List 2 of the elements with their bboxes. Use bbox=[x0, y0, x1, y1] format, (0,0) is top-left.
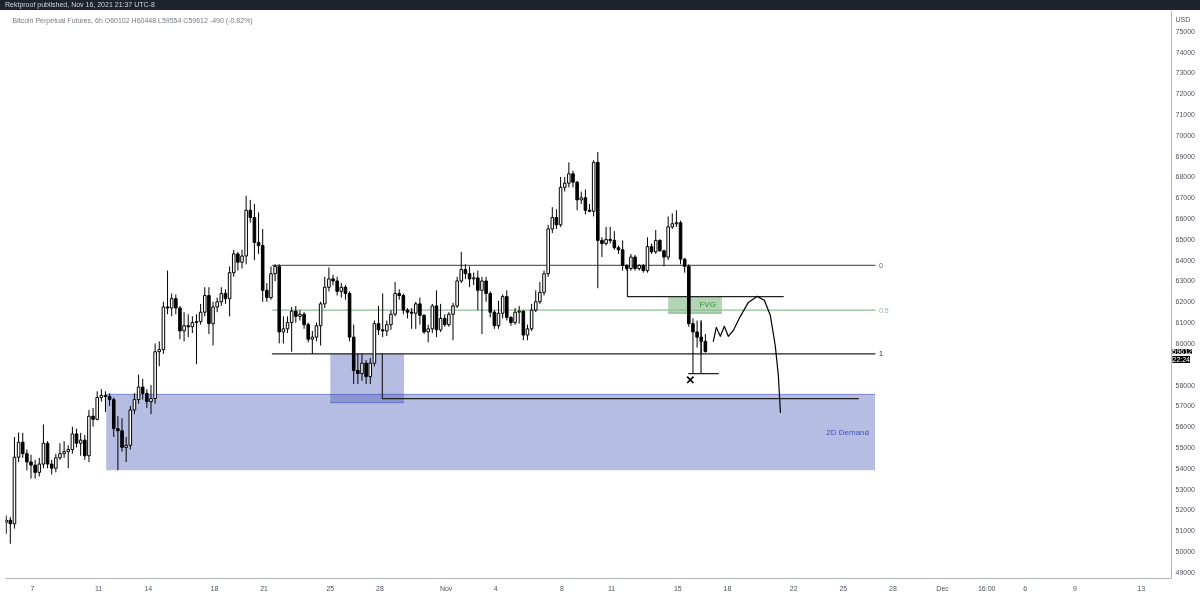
series-label: FVG bbox=[699, 300, 716, 310]
text: 2D Demand bbox=[826, 427, 869, 437]
